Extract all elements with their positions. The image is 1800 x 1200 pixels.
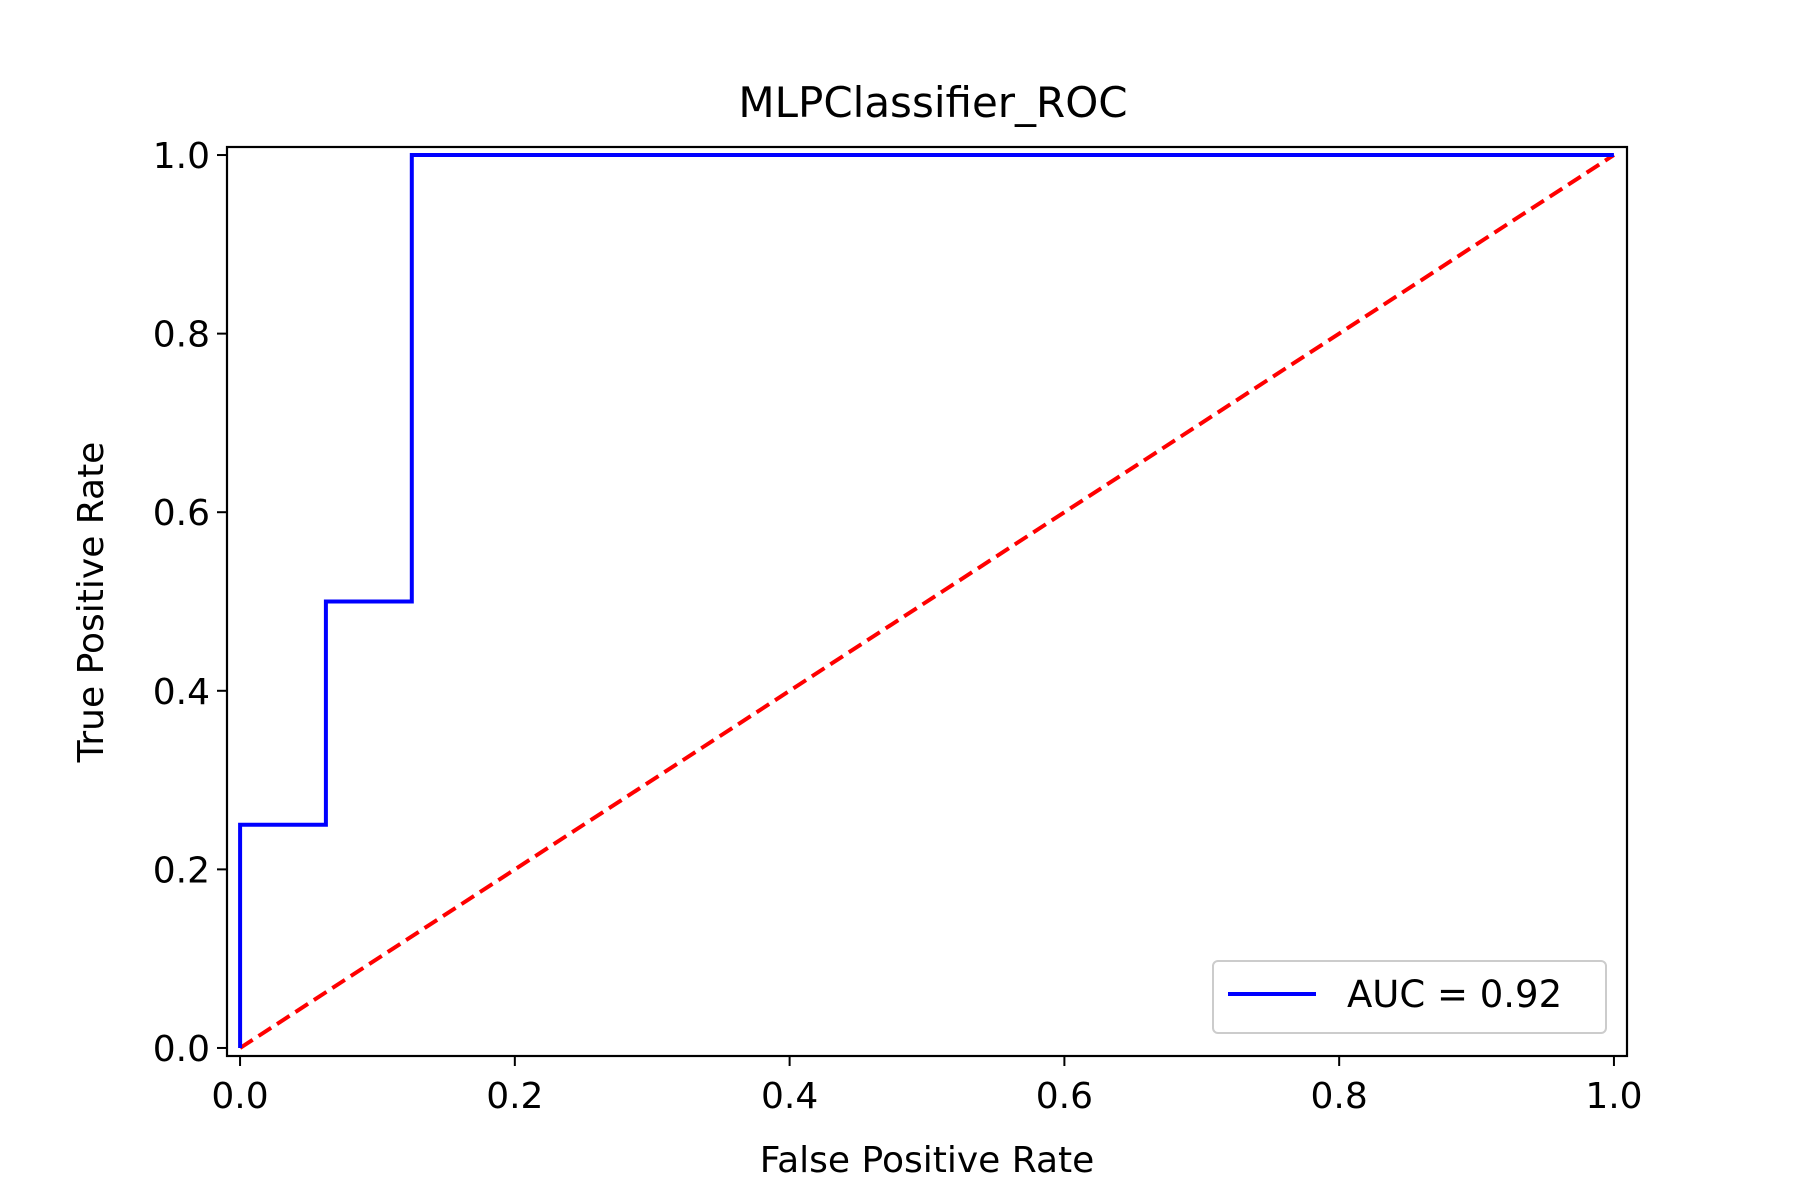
x-tick-label: 0.8 — [1311, 1076, 1368, 1117]
y-tick-label: 0.6 — [153, 493, 210, 534]
legend-box — [1212, 960, 1607, 1034]
x-tick-label: 0.0 — [211, 1076, 268, 1117]
x-tick-label: 1.0 — [1585, 1076, 1642, 1117]
x-tick-label: 0.4 — [761, 1076, 818, 1117]
y-tick-label: 0.0 — [153, 1029, 210, 1070]
chance-diagonal-line — [239, 153, 1615, 1050]
series-layer — [238, 153, 1615, 1050]
legend: AUC = 0.92 — [1212, 960, 1607, 1034]
roc-curve-line — [238, 153, 1614, 1048]
x-tick-label: 0.2 — [486, 1076, 543, 1117]
axes-frame — [225, 145, 1629, 1058]
x-axis-label: False Positive Rate — [760, 1140, 1095, 1181]
y-axis-ticks: 0.0 0.2 0.4 0.6 0.8 1.0 — [153, 136, 227, 1070]
x-axis-ticks: 0.0 0.2 0.4 0.6 0.8 1.0 — [211, 1056, 1643, 1117]
x-tick-label: 0.6 — [1036, 1076, 1093, 1117]
plot-area — [225, 145, 1629, 1058]
y-tick-label: 0.8 — [153, 315, 210, 356]
chart-title: MLPClassifier_ROC — [738, 78, 1127, 127]
y-tick-label: 0.4 — [153, 672, 210, 713]
y-tick-label: 1.0 — [153, 136, 210, 177]
y-axis-label: True Positive Rate — [71, 442, 112, 764]
y-tick-label: 0.2 — [153, 850, 210, 891]
legend-label-auc: AUC = 0.92 — [1347, 973, 1562, 1016]
